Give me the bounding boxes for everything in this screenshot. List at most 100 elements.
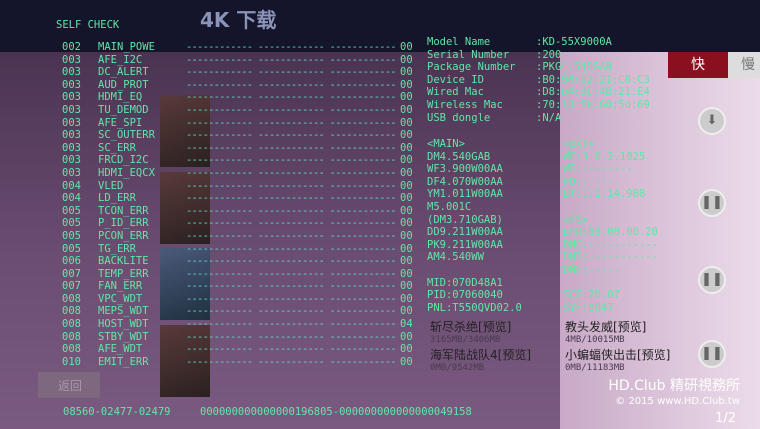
movie-size: 4MB/10015MB [565,335,625,345]
error-value: 00 [400,116,413,129]
movie-title[interactable]: 小蝙蝠侠出击[预览] [565,348,671,362]
movie-poster[interactable] [160,172,210,244]
error-dashes: ------------ ------------ ------------ [186,280,397,293]
error-dashes: ------------ ------------ ------------ [186,129,397,142]
error-value: 00 [400,154,413,167]
info-value: :B0:00:02:21:C8:C3 [536,73,650,86]
error-value: 00 [400,91,413,104]
error-dashes: ------------ ------------ ------------ [186,217,397,230]
error-value: 00 [400,103,413,116]
error-name: FRCD_I2C [98,154,149,167]
info-value: :N/A [536,111,562,124]
error-row: 005 TG_ERR ------------ ------------ -----… [62,243,416,256]
error-name: TG_ERR [98,242,136,255]
error-dashes: ------------ ------------ ------------ [186,116,397,129]
error-row: 007 FAN_ERR ------------ ------------ ----… [62,280,416,293]
version-row: DM4.540GAB WF:3.0.2.1025 [427,151,658,164]
error-code: 003 [62,129,81,142]
movie-item[interactable]: 小蝙蝠侠出击[预览] 0MB/11183MB [565,348,690,374]
error-value: 00 [400,355,413,368]
version-ext: <EXT> [563,138,595,150]
tab-fast[interactable]: 快 [668,52,728,78]
error-name: SC_ERR [98,141,136,154]
error-row: 007 TEMP_ERR ------------ ------------ ---… [62,268,416,281]
movie-poster[interactable] [160,248,210,320]
error-row: 008 HOST_WDT ------------ ------------ ---… [62,318,416,331]
movie-poster[interactable] [160,325,210,397]
error-row: 003 FRCD_I2C ------------ ------------ ---… [62,154,416,167]
error-dashes: ------------ ------------ ------------ [186,343,397,356]
movie-item[interactable]: 海军陆战队4[预览] 0MB/9542MB [430,348,555,374]
pause-icon[interactable]: ❚❚ [698,189,726,217]
error-code: 008 [62,330,81,343]
version-row: WF3.900W00AA WF:-------- [427,163,658,176]
movie-title[interactable]: 教头发威[预览] [565,320,647,334]
error-value: 04 [400,318,413,331]
error-dashes: ------------ ------------ ------------ [186,318,397,331]
error-dashes: ------------ ------------ ------------ [186,179,397,192]
error-code: 008 [62,343,81,356]
error-name: DC_ALERT [98,66,149,79]
version-main: <MAIN> [427,138,465,150]
version-row: PK9.211W00AA DNC:----------- [427,239,658,252]
error-value: 00 [400,292,413,305]
error-dashes: ------------ ------------ ------------ [186,141,397,154]
error-value: 00 [400,129,413,142]
info-value: :200 [536,48,562,61]
info-label: Model Name [427,36,491,48]
error-code: 003 [62,103,81,116]
movie-title[interactable]: 海军陆战队4[预览] [430,348,531,362]
download-icon[interactable]: ⬇ [698,107,726,135]
error-dashes: ------------ ------------ ------------ [186,103,397,116]
error-row: 008 MEPS_WDT ------------ ------------ ---… [62,305,416,318]
error-name: AFE_SPI [98,116,143,129]
version-main: DM4.540GAB [427,150,491,163]
self-check-title: SELF CHECK [56,19,120,31]
device-info: Model Name:KD-55X9000A Serial Number:200 P… [427,36,650,124]
info-label: Package Number [427,61,516,74]
error-code: 006 [62,255,81,268]
version-main: PID:07060040 [427,289,503,302]
error-value: 00 [400,78,413,91]
error-value: 00 [400,192,413,205]
error-value: 00 [400,53,413,66]
movie-item[interactable]: 教头发威[预览] 4MB/10015MB [565,320,690,346]
pause-icon[interactable]: ❚❚ [698,340,726,368]
version-main: AM4.540WW [427,251,484,264]
movie-size: 3165MB/3406MB [430,335,501,345]
error-dashes: ------------ ------------ ------------ [186,292,397,305]
error-name: P_ID_ERR [98,217,149,230]
movie-poster[interactable] [160,95,210,167]
version-ext: SCF:20.07 [563,289,620,302]
version-row: PNL:T550QVD02.0 SYF:0047 [427,302,658,315]
error-row: 003 HDMI_EQ ------------ ------------ ----… [62,91,416,104]
version-main [427,264,563,277]
info-label: Wired Mac [427,86,484,99]
error-code: 003 [62,78,81,91]
version-ext: <FS> [563,213,589,226]
info-value: :D8:D4:3C:4B:21:E4 [536,86,650,99]
error-value: 00 [400,242,413,255]
movie-item[interactable]: 斩尽杀绝[预览] 3165MB/3406MB [430,320,555,346]
tab-slow[interactable]: 慢 [728,52,760,78]
app-header: 4K 下载 [200,8,277,32]
error-code: 007 [62,280,81,293]
error-name: VLED [98,179,124,192]
version-row: <MAIN> <EXT> [427,138,658,151]
error-row: 003 AFE_I2C ------------ ------------ ----… [62,54,416,67]
error-row: 004 VLED ------------ ------------ -------… [62,180,416,193]
error-row: 006 BACKLITE ------------ ------------ ---… [62,255,416,268]
back-button[interactable]: 返回 [38,372,100,398]
error-dashes: ------------ ------------ ------------ [186,255,397,268]
pause-icon[interactable]: ❚❚ [698,266,726,294]
movie-title[interactable]: 斩尽杀绝[预览] [430,320,512,334]
error-code: 007 [62,267,81,280]
error-row: 003 AFE_SPI ------------ ------------ ----… [62,117,416,130]
info-row: Package Number:PKG4.540GAB [427,61,650,74]
error-code: 010 [62,355,81,368]
error-name: FAN_ERR [98,280,143,293]
error-table: 002 MAIN_POWE ------------ ------------ --… [62,41,416,368]
error-name: LD_ERR [98,192,136,205]
error-name: TU_DEMOD [98,103,149,116]
error-name: HOST_WDT [98,318,149,331]
